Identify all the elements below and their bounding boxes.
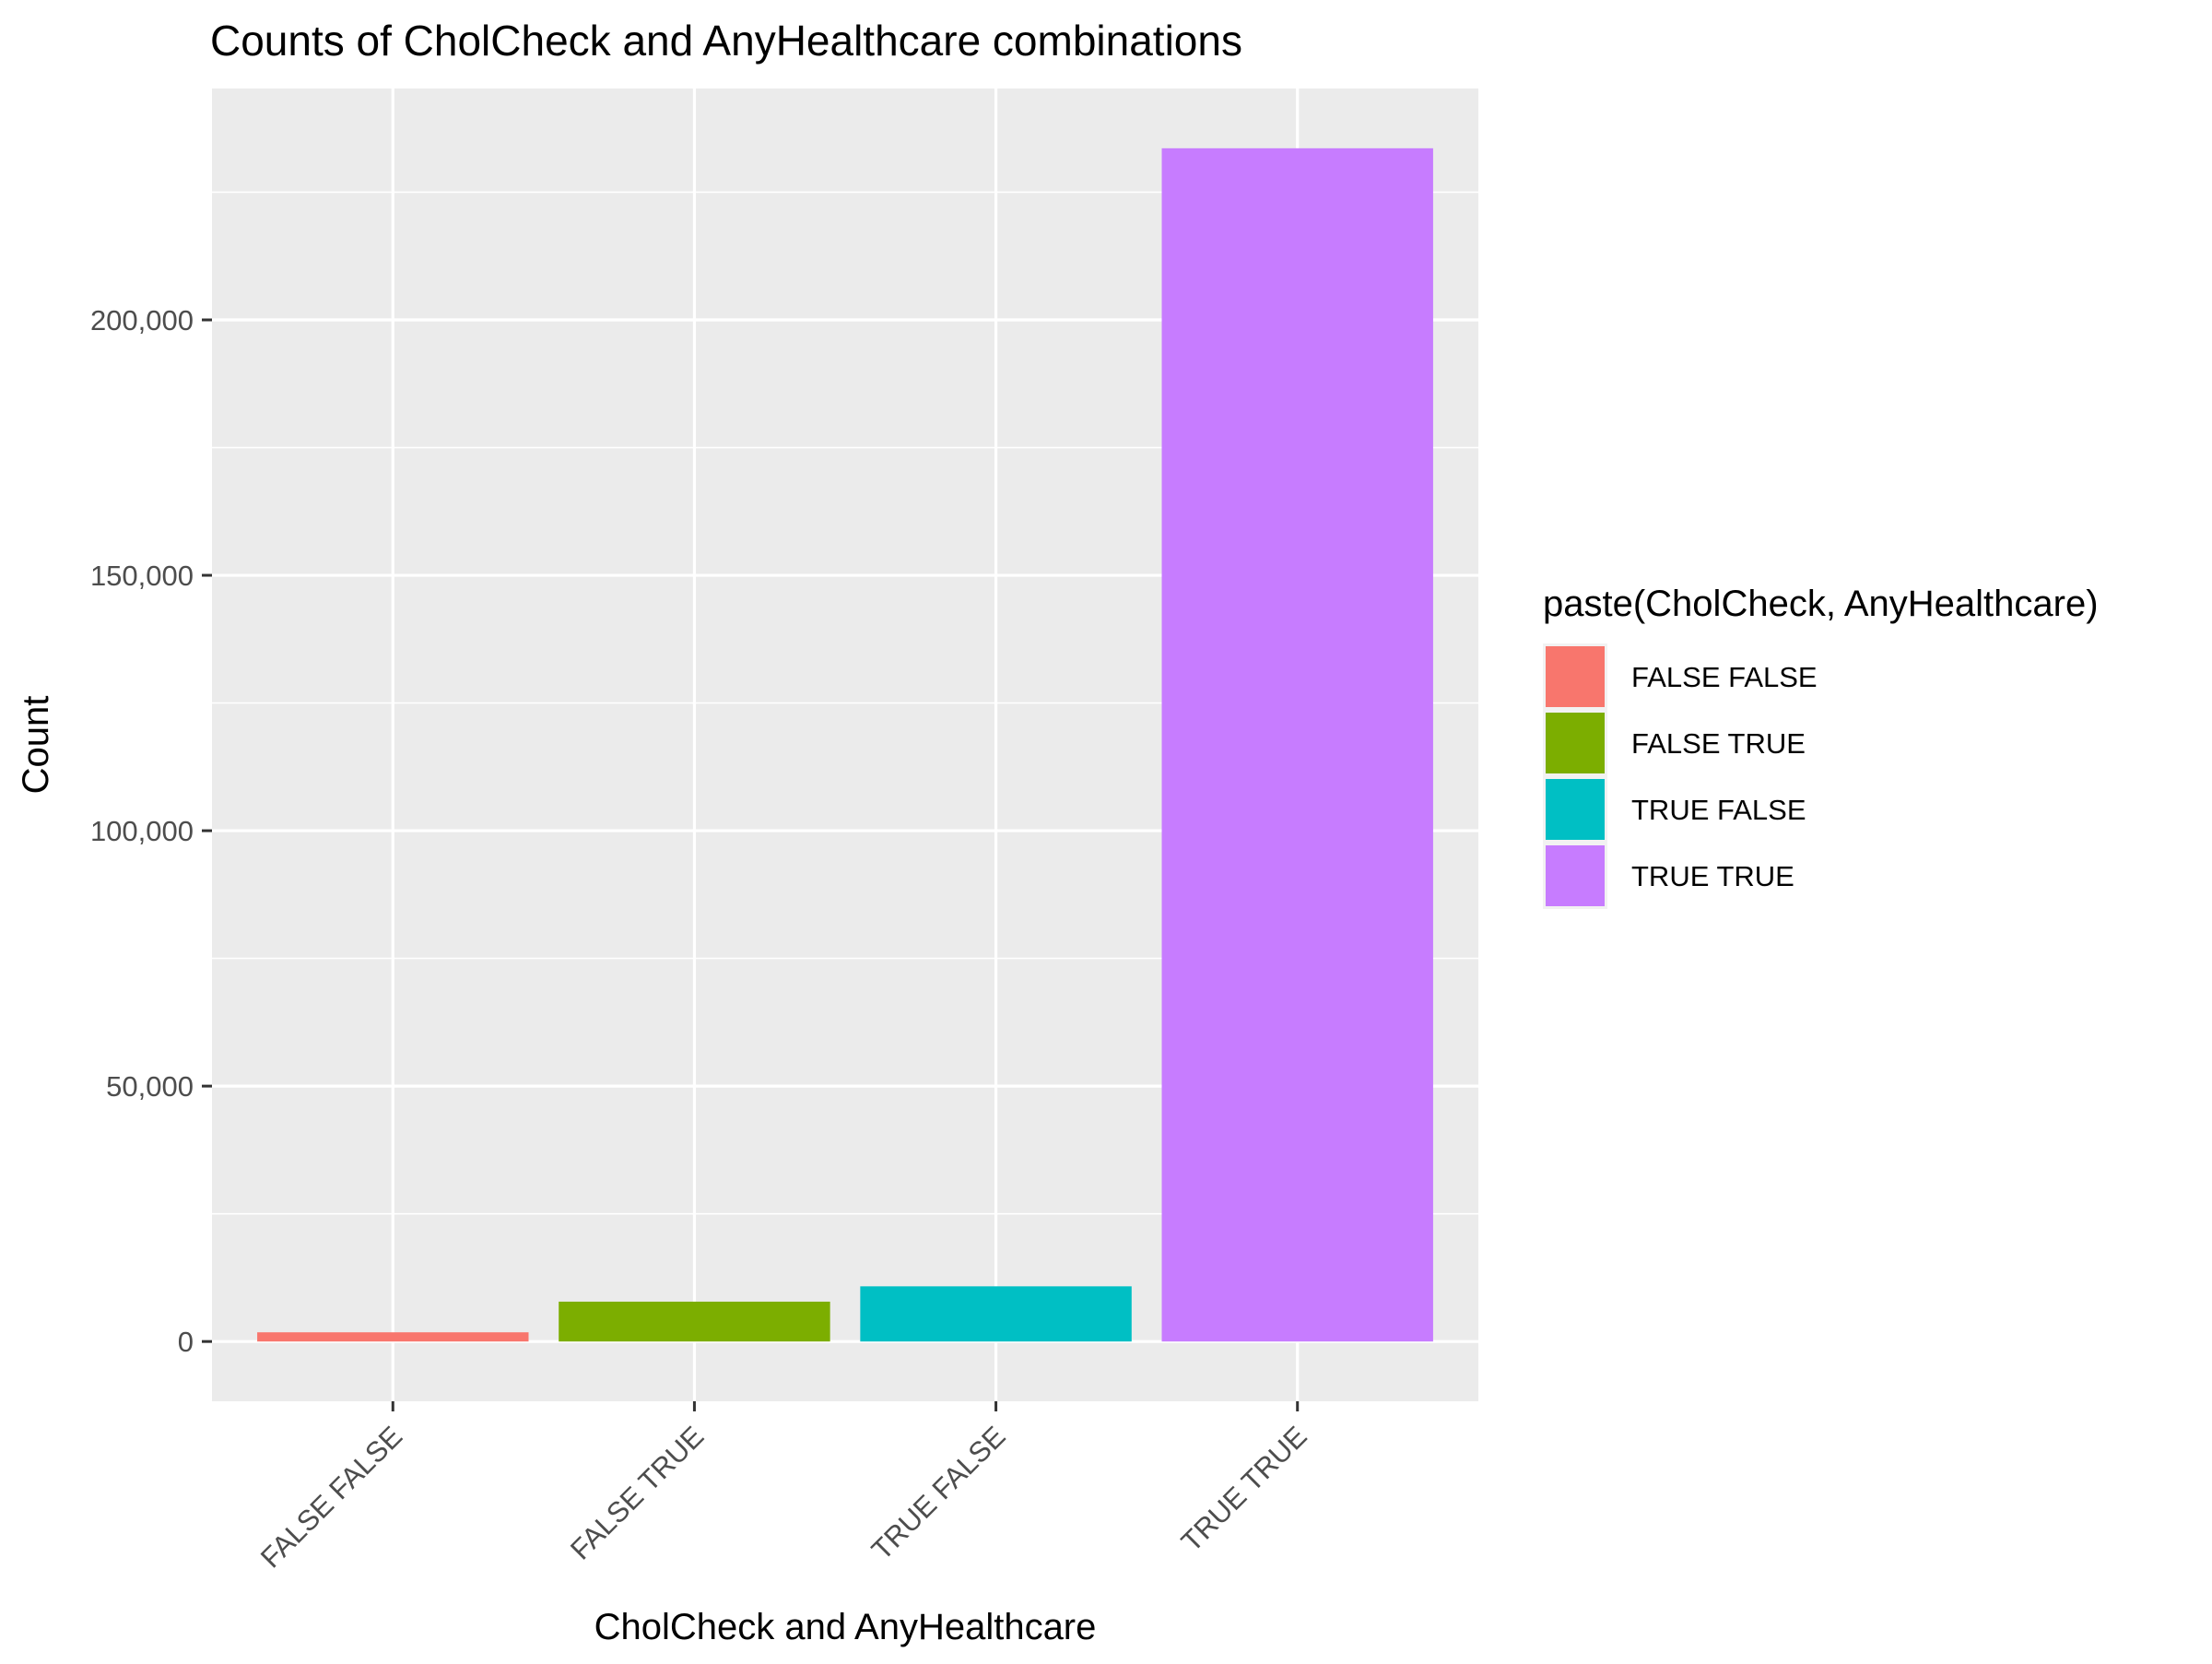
bar-true-false <box>860 1286 1132 1342</box>
chart-title: Counts of CholCheck and AnyHealthcare co… <box>210 17 1242 65</box>
legend-entries: FALSE FALSE FALSE TRUE TRUE FALSE TRUE TRUE <box>1543 643 1818 909</box>
legend-label: FALSE TRUE <box>1631 727 1806 760</box>
bars <box>257 148 1433 1342</box>
y-axis-title: Count <box>16 696 56 795</box>
y-axis: 0 50,000 100,000 150,000 200,000 <box>90 304 212 1358</box>
legend-label: TRUE TRUE <box>1631 860 1794 892</box>
y-tick-label: 0 <box>178 1326 194 1358</box>
legend-swatch <box>1546 845 1605 906</box>
legend-label: FALSE FALSE <box>1631 661 1818 693</box>
legend-swatch <box>1546 713 1605 773</box>
legend-swatch <box>1546 779 1605 840</box>
bar-false-true <box>559 1301 830 1342</box>
bar-true-true <box>1161 148 1433 1342</box>
legend-label: TRUE FALSE <box>1631 794 1806 826</box>
y-tick-label: 150,000 <box>90 560 194 592</box>
legend-title: paste(CholCheck, AnyHealthcare) <box>1543 584 2099 624</box>
legend: paste(CholCheck, AnyHealthcare) FALSE FA… <box>1543 584 2099 909</box>
bar-false-false <box>257 1332 529 1342</box>
y-tick-label: 200,000 <box>90 304 194 336</box>
y-tick-label: 50,000 <box>106 1070 194 1103</box>
y-tick-label: 100,000 <box>90 815 194 847</box>
legend-swatch <box>1546 646 1605 707</box>
x-axis-title: CholCheck and AnyHealthcare <box>594 1607 1097 1647</box>
